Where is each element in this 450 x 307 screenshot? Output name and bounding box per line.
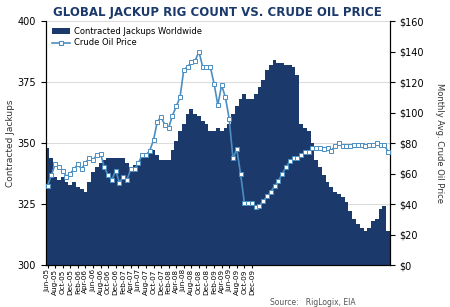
Bar — [163, 160, 167, 307]
Bar — [292, 68, 295, 307]
Bar — [140, 158, 144, 307]
Bar — [382, 207, 386, 307]
Text: Source:   RigLogix, EIA: Source: RigLogix, EIA — [270, 298, 356, 307]
Bar — [201, 121, 205, 307]
Bar — [280, 63, 284, 307]
Y-axis label: Contracted Jackups: Contracted Jackups — [5, 99, 14, 187]
Bar — [99, 163, 103, 307]
Bar — [307, 131, 310, 307]
Bar — [276, 63, 280, 307]
Bar — [360, 228, 364, 307]
Bar — [76, 187, 80, 307]
Bar — [80, 189, 84, 307]
Bar — [303, 128, 307, 307]
Bar — [375, 219, 378, 307]
Bar — [133, 165, 136, 307]
Bar — [269, 65, 273, 307]
Bar — [318, 167, 322, 307]
Bar — [265, 70, 269, 307]
Bar — [208, 131, 212, 307]
Bar — [224, 128, 227, 307]
Bar — [326, 182, 329, 307]
Bar — [114, 158, 117, 307]
Bar — [57, 180, 61, 307]
Bar — [250, 99, 254, 307]
Bar — [273, 60, 276, 307]
Bar — [125, 163, 129, 307]
Y-axis label: Monthly Avg. Crude Oil Price: Monthly Avg. Crude Oil Price — [436, 83, 445, 203]
Bar — [186, 114, 189, 307]
Bar — [243, 94, 246, 307]
Bar — [46, 148, 50, 307]
Bar — [95, 167, 99, 307]
Bar — [314, 160, 318, 307]
Bar — [348, 211, 352, 307]
Bar — [68, 185, 72, 307]
Bar — [189, 109, 193, 307]
Bar — [235, 107, 238, 307]
Bar — [193, 114, 197, 307]
Bar — [329, 187, 333, 307]
Bar — [61, 177, 65, 307]
Bar — [152, 150, 155, 307]
Bar — [65, 182, 68, 307]
Bar — [367, 228, 371, 307]
Bar — [341, 197, 345, 307]
Bar — [345, 202, 348, 307]
Bar — [299, 123, 303, 307]
Bar — [254, 94, 257, 307]
Bar — [87, 182, 91, 307]
Bar — [182, 123, 186, 307]
Bar — [84, 192, 87, 307]
Bar — [337, 194, 341, 307]
Bar — [352, 219, 356, 307]
Bar — [91, 172, 95, 307]
Bar — [171, 150, 174, 307]
Bar — [257, 87, 261, 307]
Bar — [72, 182, 76, 307]
Bar — [378, 209, 382, 307]
Bar — [333, 192, 337, 307]
Title: GLOBAL JACKUP RIG COUNT VS. CRUDE OIL PRICE: GLOBAL JACKUP RIG COUNT VS. CRUDE OIL PR… — [54, 6, 382, 18]
Bar — [310, 143, 314, 307]
Bar — [212, 131, 216, 307]
Bar — [167, 160, 171, 307]
Bar — [386, 231, 390, 307]
Bar — [216, 128, 220, 307]
Bar — [246, 99, 250, 307]
Bar — [117, 158, 122, 307]
Bar — [322, 175, 326, 307]
Bar — [356, 223, 360, 307]
Bar — [110, 158, 114, 307]
Bar — [174, 141, 178, 307]
Bar — [159, 160, 163, 307]
Bar — [227, 123, 231, 307]
Bar — [129, 167, 133, 307]
Bar — [205, 123, 208, 307]
Bar — [122, 158, 125, 307]
Bar — [288, 65, 292, 307]
Bar — [103, 160, 106, 307]
Legend: Contracted Jackups Worldwide, Crude Oil Price: Contracted Jackups Worldwide, Crude Oil … — [50, 25, 204, 49]
Bar — [136, 163, 140, 307]
Bar — [261, 80, 265, 307]
Bar — [284, 65, 288, 307]
Bar — [144, 153, 148, 307]
Bar — [231, 114, 235, 307]
Bar — [220, 131, 224, 307]
Bar — [178, 131, 182, 307]
Bar — [148, 150, 152, 307]
Bar — [238, 99, 243, 307]
Bar — [50, 158, 53, 307]
Bar — [106, 158, 110, 307]
Bar — [371, 221, 375, 307]
Bar — [53, 177, 57, 307]
Bar — [197, 116, 201, 307]
Bar — [295, 75, 299, 307]
Bar — [364, 231, 367, 307]
Bar — [155, 155, 159, 307]
